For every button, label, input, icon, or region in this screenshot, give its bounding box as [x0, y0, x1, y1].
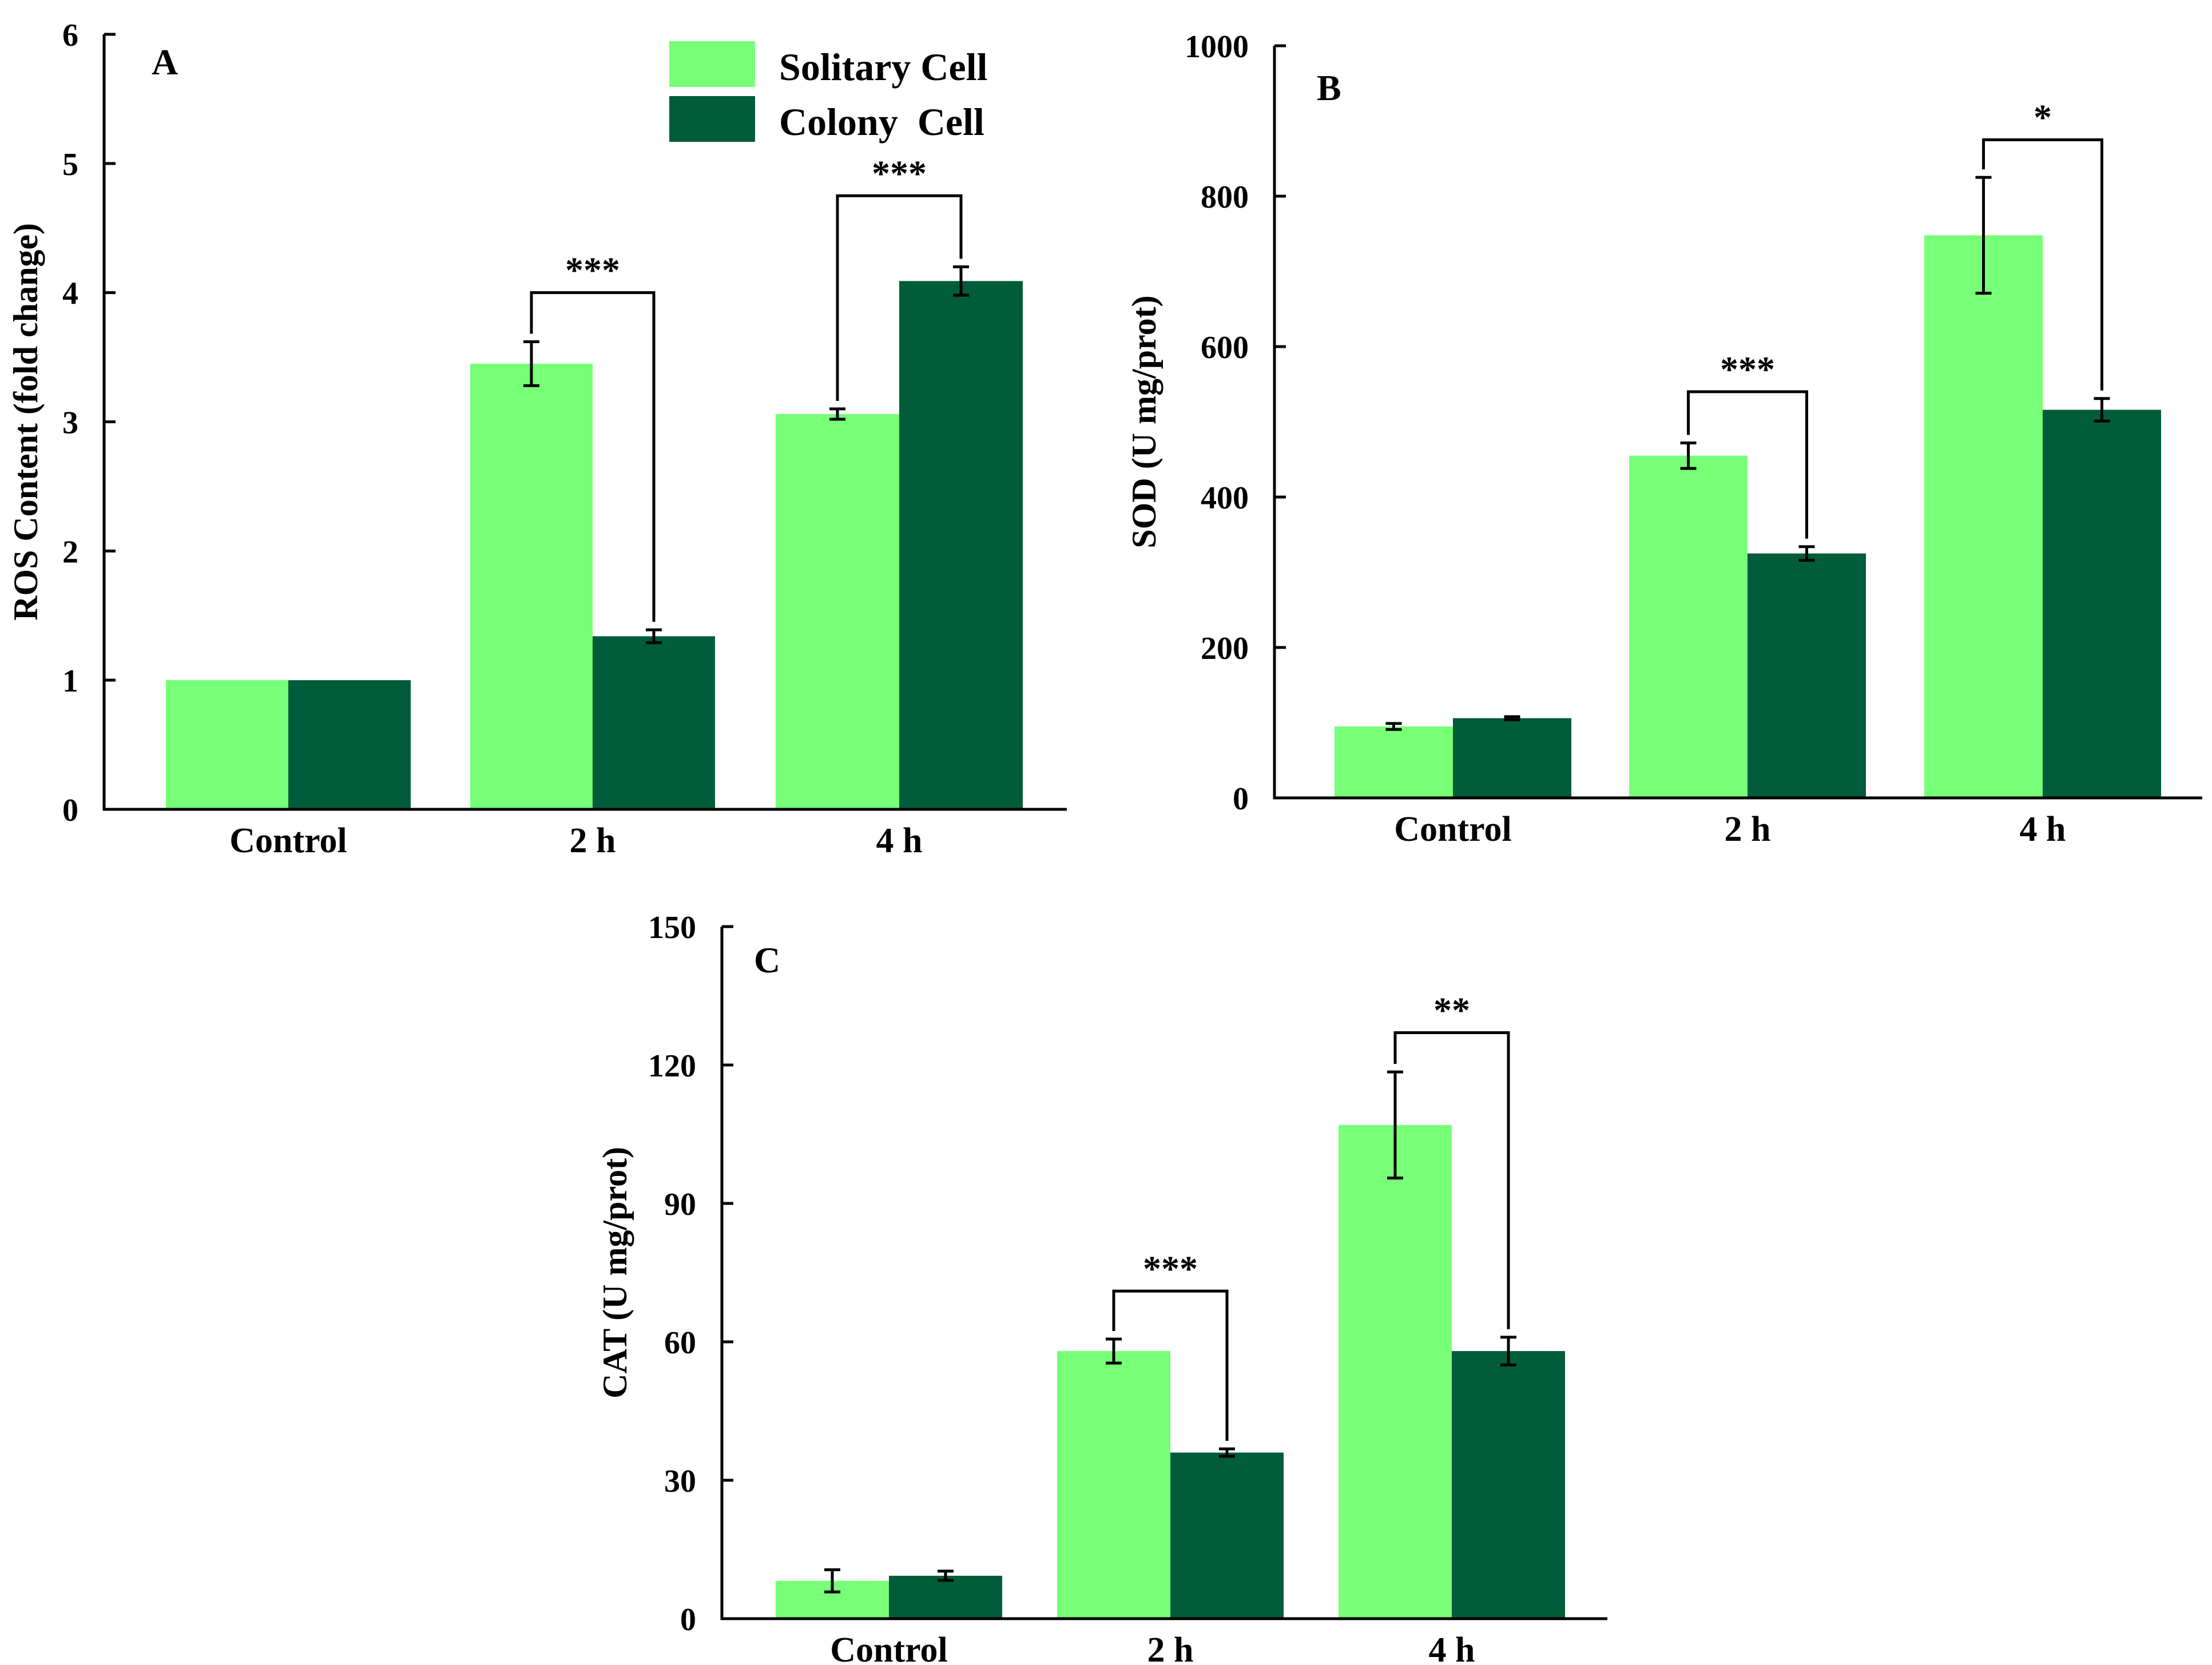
y-tick-label-c-2: 60: [664, 1325, 696, 1361]
legend-label-colony: Colony Cell: [779, 100, 984, 144]
bracket-line: [1982, 138, 2103, 391]
significance-label-a-0: ***: [565, 250, 620, 291]
y-tick-label-a-0: 0: [62, 793, 78, 828]
error-bar-b-1-1: [1798, 545, 1815, 562]
bracket-line: [530, 291, 656, 622]
y-tick-label-a-4: 4: [62, 276, 78, 312]
error-bar-c-0-2: [1387, 1070, 1403, 1180]
significance-label-b-0: ***: [1720, 349, 1775, 390]
significance-label-c-0: ***: [1143, 1248, 1198, 1289]
error-bar-b-0-0: [1385, 722, 1402, 731]
panel-letter-c: C: [754, 940, 780, 980]
y-tick-label-a-1: 1: [62, 663, 78, 699]
y-tick-label-b-3: 600: [1201, 330, 1249, 365]
bar-b-solitary-2: [1924, 235, 2043, 798]
significance-bracket-a-1: [836, 194, 963, 401]
error-bar-b-1-0: [1504, 715, 1520, 721]
y-tick-label-c-1: 30: [664, 1464, 696, 1499]
y-tick-label-b-5: 1000: [1185, 29, 1249, 65]
bracket-line: [836, 194, 963, 401]
category-label-a-1: 2 h: [570, 821, 616, 860]
significance-bracket-c-1: [1393, 1031, 1510, 1329]
bar-a-solitary-2: [776, 414, 899, 809]
bar-a-colony-0: [288, 680, 411, 809]
bar-b-solitary-1: [1629, 455, 1748, 798]
category-label-b-0: Control: [1394, 810, 1512, 849]
y-tick-label-b-4: 800: [1201, 180, 1249, 215]
error-bar-a-1-2: [953, 265, 969, 297]
bracket-line: [1112, 1289, 1229, 1441]
y-tick-label-a-2: 2: [62, 534, 78, 570]
error-bar-b-0-2: [1975, 176, 1992, 295]
error-bar-c-1-1: [1219, 1447, 1235, 1458]
category-label-a-0: Control: [229, 821, 347, 860]
error-bar-a-0-2: [829, 407, 845, 421]
significance-bracket-b-0: [1687, 390, 1808, 539]
bar-a-colony-2: [899, 281, 1023, 809]
legend: Solitary Cell Colony Cell: [669, 41, 988, 144]
legend-label-solitary: Solitary Cell: [779, 45, 988, 89]
significance-bracket-a-0: [530, 291, 656, 622]
bar-a-solitary-1: [470, 363, 593, 809]
error-bar-c-0-1: [1106, 1337, 1122, 1365]
error-bar-b-0-1: [1680, 441, 1697, 470]
y-tick-label-c-5: 150: [648, 910, 696, 945]
bar-b-colony-1: [1748, 553, 1866, 798]
y-tick-label-a-5: 5: [62, 147, 78, 182]
bar-c-solitary-1: [1057, 1351, 1170, 1619]
significance-label-b-1: *: [2034, 97, 2052, 137]
category-label-c-1: 2 h: [1147, 1631, 1194, 1665]
bracket-line: [1393, 1031, 1510, 1329]
bar-c-solitary-2: [1339, 1124, 1452, 1619]
category-label-c-0: Control: [830, 1631, 948, 1665]
bar-b-colony-2: [2043, 410, 2161, 798]
category-label-b-2: 4 h: [2020, 810, 2066, 849]
y-tick-label-c-3: 90: [664, 1187, 696, 1222]
bar-b-solitary-0: [1335, 726, 1453, 798]
bar-c-colony-1: [1170, 1452, 1284, 1619]
bar-c-colony-0: [889, 1575, 1002, 1619]
y-tick-label-c-4: 120: [648, 1048, 696, 1084]
y-tick-label-b-1: 200: [1201, 631, 1249, 666]
y-axis-label-a: ROS Content (fold change): [7, 223, 45, 621]
error-bar-c-1-0: [938, 1569, 954, 1582]
bar-a-colony-1: [593, 636, 715, 809]
panel-letter-a: A: [152, 42, 178, 82]
panel-a: Control 2 h 4 h *** *** 0 1 2 3 4 5 6 ROS Content (f…: [7, 18, 1067, 860]
y-axis-label-c: CAT (U mg/prot): [596, 1147, 634, 1398]
error-bar-b-1-2: [2094, 397, 2110, 423]
bar-c-colony-2: [1452, 1351, 1565, 1619]
error-bar-a-0-1: [523, 340, 539, 387]
y-tick-label-a-3: 3: [62, 406, 78, 441]
bar-a-solitary-0: [166, 680, 288, 809]
y-axis-label-b: SOD (U mg/prot): [1125, 295, 1163, 548]
category-label-b-1: 2 h: [1725, 810, 1771, 849]
category-label-a-2: 4 h: [876, 821, 923, 860]
significance-bracket-c-0: [1112, 1289, 1229, 1441]
y-tick-label-b-0: 0: [1233, 781, 1249, 817]
significance-bracket-b-1: [1982, 138, 2103, 391]
significance-label-a-1: ***: [872, 153, 927, 193]
error-bar-c-1-2: [1500, 1336, 1516, 1366]
legend-swatch-solitary: [669, 41, 755, 87]
bar-b-colony-0: [1453, 718, 1571, 798]
error-bar-c-0-0: [824, 1568, 840, 1594]
y-tick-label-b-2: 400: [1201, 480, 1249, 516]
error-bar-a-1-1: [646, 628, 662, 645]
panel-letter-b: B: [1317, 67, 1341, 108]
y-tick-label-c-0: 0: [680, 1602, 696, 1638]
significance-label-c-1: **: [1433, 990, 1470, 1031]
y-tick-label-a-6: 6: [62, 18, 78, 53]
bracket-line: [1687, 390, 1808, 539]
legend-swatch-colony: [669, 96, 755, 142]
category-label-c-2: 4 h: [1429, 1631, 1475, 1665]
